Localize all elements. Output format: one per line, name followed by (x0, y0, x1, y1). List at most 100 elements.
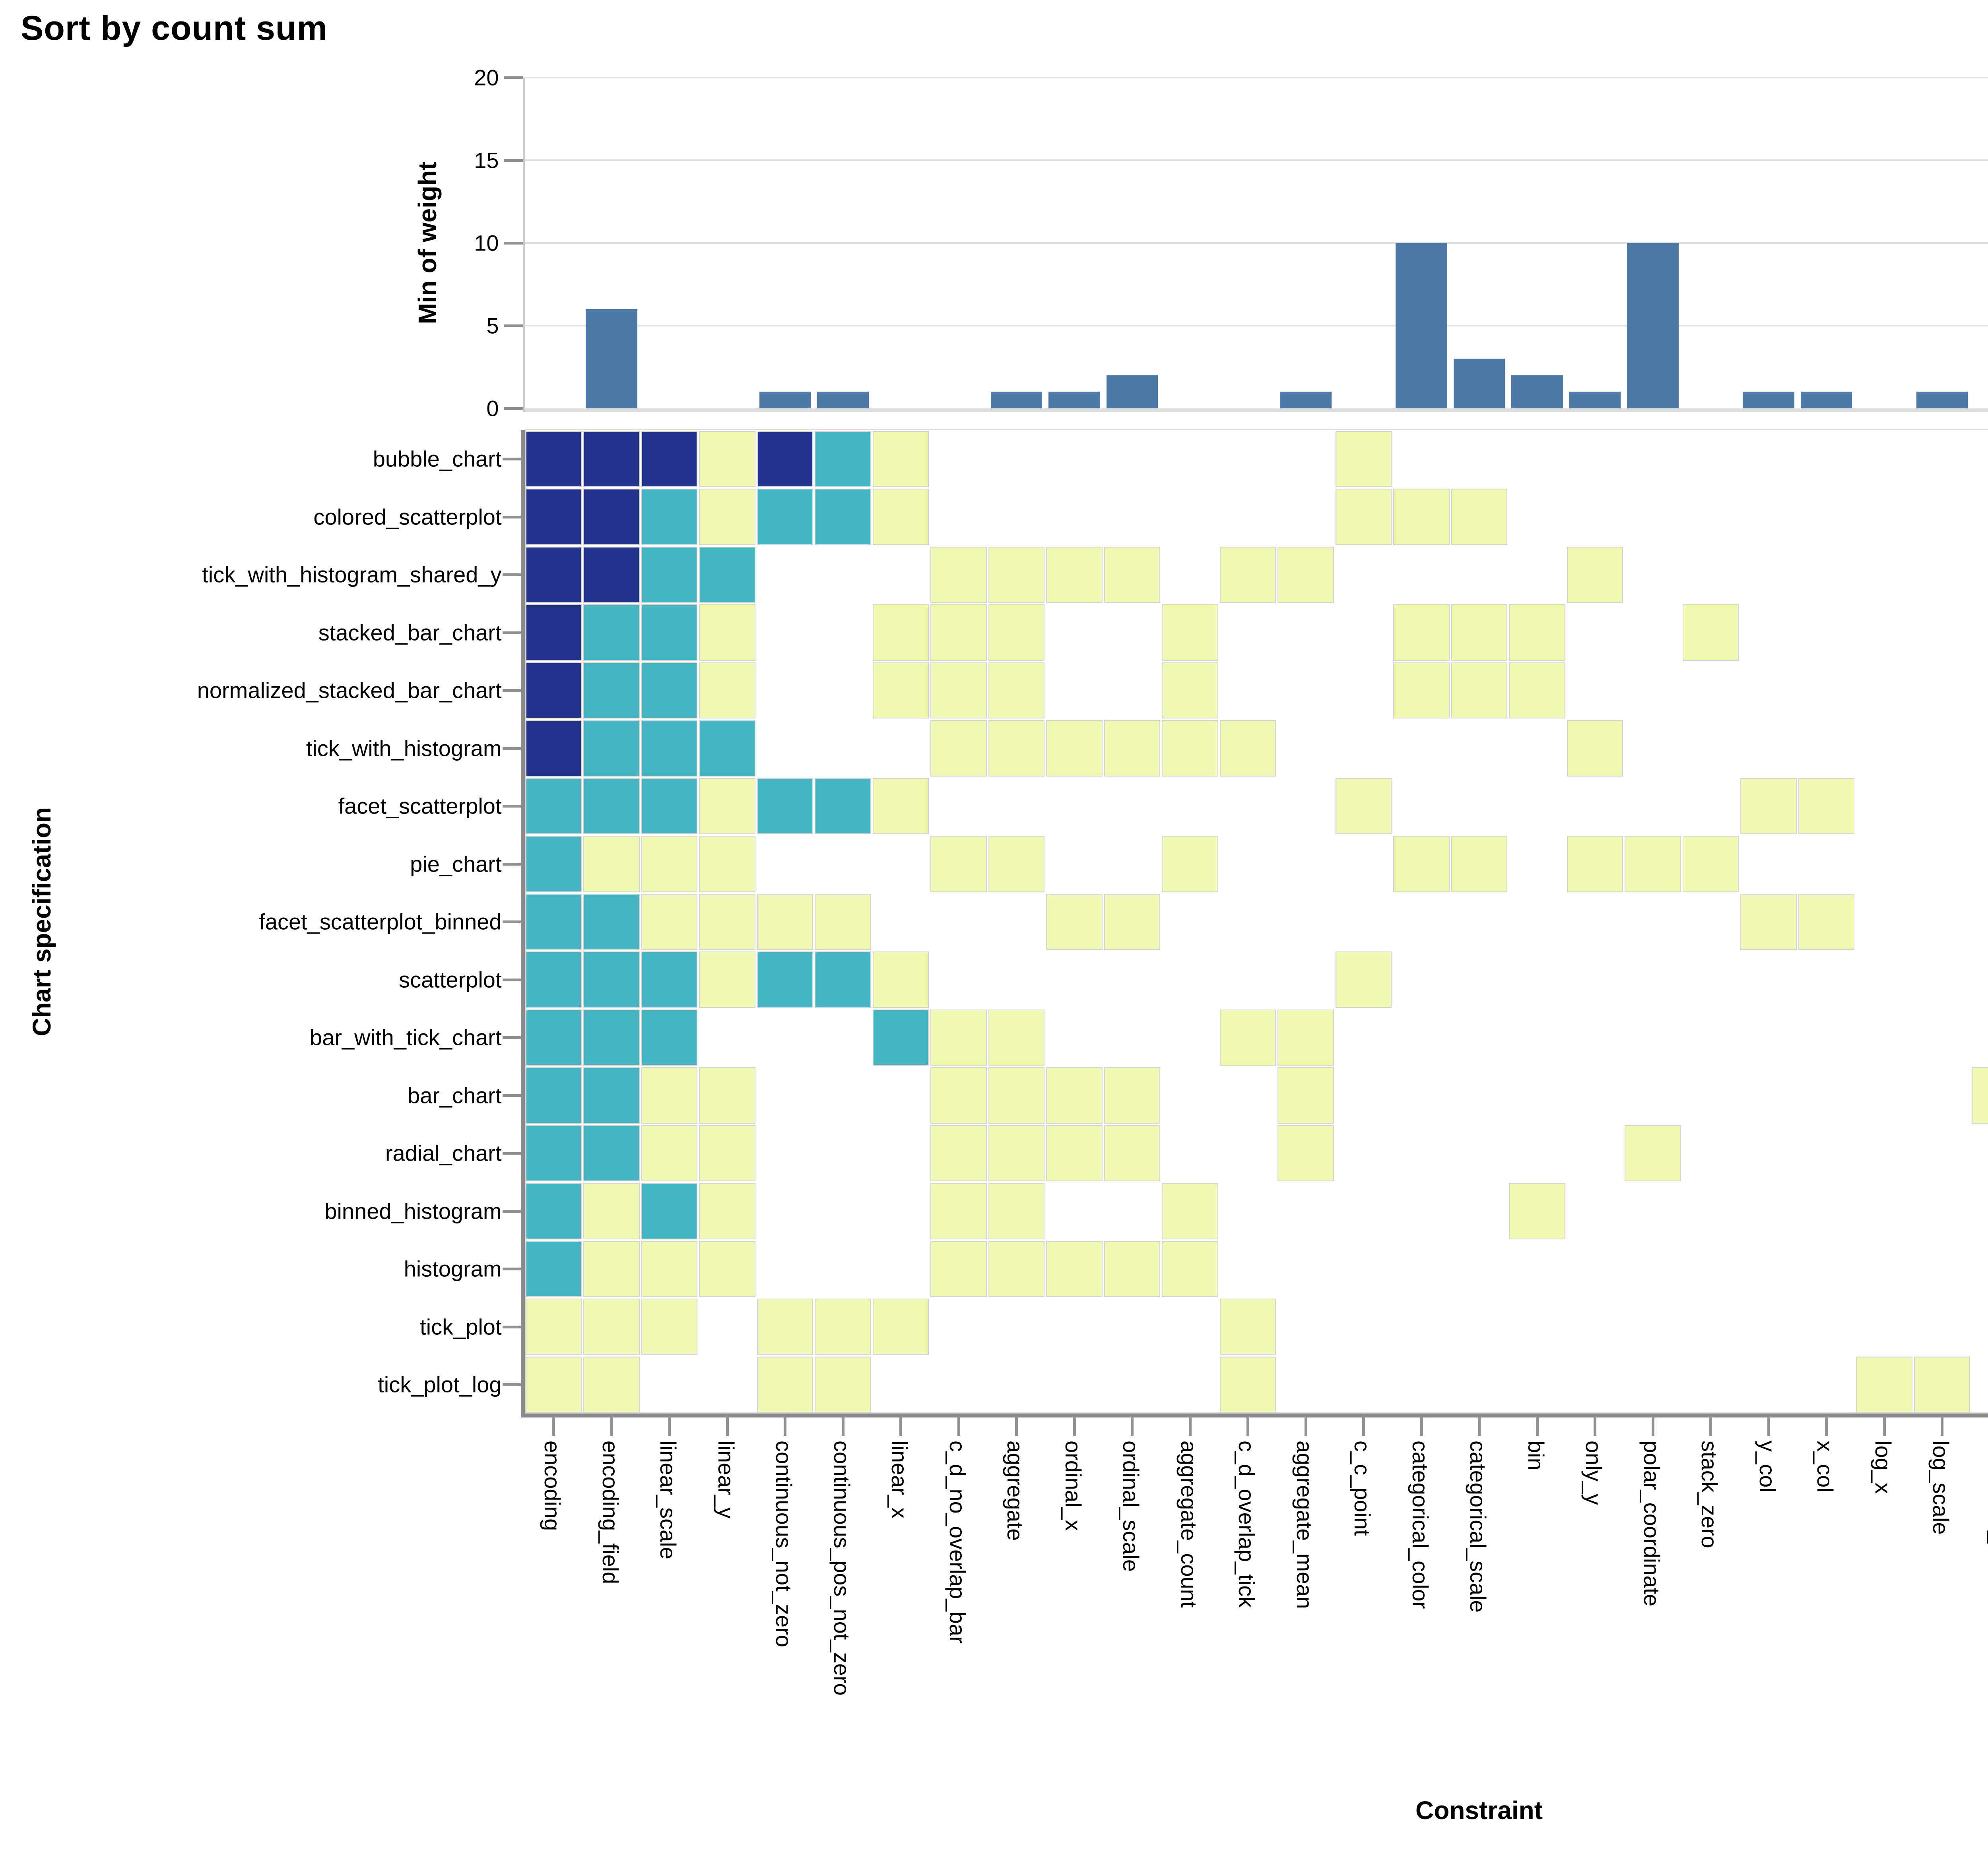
heatmap-cell (872, 778, 929, 834)
heatmap-cell (872, 1009, 929, 1066)
heatmap-cell (872, 951, 929, 1008)
heatmap-cell (1162, 1183, 1218, 1239)
heatmap-cell (699, 1183, 755, 1239)
col-label: x_col (1813, 1441, 1838, 1493)
heatmap-col-tick (1073, 1417, 1076, 1436)
heatmap-row-tick (502, 1210, 521, 1213)
heatmap-cell (583, 720, 640, 777)
heatmap-col-tick (957, 1417, 960, 1436)
heatmap-cell (930, 1009, 987, 1066)
heatmap-cell (525, 1125, 582, 1181)
heatmap-cell (1451, 489, 1507, 545)
heatmap-cell (930, 1183, 987, 1239)
bar (817, 392, 869, 408)
heatmap-cell (525, 1183, 582, 1239)
bar (759, 392, 811, 408)
col-label: stack_zero (1697, 1441, 1722, 1548)
heatmap-cell (641, 1241, 697, 1297)
heatmap-cell (583, 489, 640, 545)
heatmap-cell (1162, 1241, 1218, 1297)
heatmap-cell (525, 951, 582, 1008)
heatmap-cell (583, 1009, 640, 1066)
heatmap-cell (872, 604, 929, 661)
bar-y-tick (504, 407, 523, 410)
col-label: log_x (1870, 1441, 1896, 1494)
heatmap-cell (525, 1009, 582, 1066)
heatmap-cell (1219, 720, 1276, 777)
heatmap-cell (1104, 720, 1160, 777)
heatmap-cell (525, 431, 582, 487)
heatmap-cell (1335, 489, 1392, 545)
bar-y-tick (504, 324, 523, 327)
heatmap-col-tick (668, 1417, 671, 1436)
heatmap-cell (699, 951, 755, 1008)
heatmap-border (524, 429, 1988, 1414)
heatmap-cell (525, 1299, 582, 1355)
bar-y-axis-line (522, 78, 525, 412)
heatmap-cell (583, 1356, 640, 1413)
heatmap-cell (1451, 604, 1507, 661)
heatmap-cell (525, 778, 582, 834)
heatmap-cell (1914, 1356, 1970, 1413)
col-label: cartesian_coordinate (1986, 1441, 1988, 1647)
bar-gridline (524, 159, 1988, 161)
heatmap-cell (1277, 1125, 1334, 1181)
heatmap-cell (583, 778, 640, 834)
heatmap-cell (872, 1299, 929, 1355)
bar-y-tick (504, 159, 523, 162)
heatmap-col-tick (899, 1417, 903, 1436)
heatmap-col-tick (1883, 1417, 1886, 1436)
heatmap-col-tick (1420, 1417, 1423, 1436)
heatmap-cell (1798, 778, 1854, 834)
heatmap-cell (583, 893, 640, 950)
heatmap-cell (872, 431, 929, 487)
heatmap-cell (1509, 662, 1565, 718)
col-label: encoding (540, 1441, 565, 1531)
heatmap-cell (815, 951, 871, 1008)
heatmap-row-tick (502, 1094, 521, 1097)
heatmap-cell (1856, 1356, 1912, 1413)
heatmap-cell (930, 720, 987, 777)
heatmap-col-tick (1188, 1417, 1192, 1436)
heatmap-cell (1682, 604, 1739, 661)
heatmap-row-tick (502, 689, 521, 692)
bar (1511, 375, 1563, 408)
row-label: tick_with_histogram (306, 736, 502, 761)
heatmap-cell (525, 1356, 582, 1413)
heatmap-col-tick (1304, 1417, 1307, 1436)
heatmap-cell (1277, 1067, 1334, 1124)
heatmap-cell (525, 604, 582, 661)
heatmap-cell (1625, 836, 1681, 892)
heatmap-cell (1335, 951, 1392, 1008)
heatmap-cell (757, 951, 813, 1008)
col-label: c_d_overlap_tick (1234, 1441, 1260, 1608)
heatmap-cell (641, 431, 697, 487)
heatmap-cell (930, 836, 987, 892)
heatmap-cell (525, 489, 582, 545)
heatmap-cell (815, 1299, 871, 1355)
heatmap-col-tick (1767, 1417, 1770, 1436)
heatmap-cell (1567, 720, 1623, 777)
heatmap-cell (1046, 893, 1103, 950)
heatmap-row-tick (502, 1268, 521, 1271)
heatmap-cell (525, 1067, 582, 1124)
heatmap-col-tick (610, 1417, 613, 1436)
heatmap-cell (988, 1241, 1044, 1297)
heatmap-cell (1046, 720, 1103, 777)
heatmap-cell (930, 662, 987, 718)
bar-y-tick-label: 20 (474, 65, 499, 90)
col-label: aggregate_count (1176, 1441, 1202, 1608)
row-label: bar_with_tick_chart (310, 1025, 502, 1050)
heatmap-cell (930, 546, 987, 603)
heatmap-row-tick (502, 805, 521, 808)
heatmap-cell (815, 431, 871, 487)
heatmap-col-tick (1709, 1417, 1712, 1436)
row-label: scatterplot (399, 967, 502, 992)
heatmap-cell (699, 893, 755, 950)
heatmap-x-axis-line (520, 1414, 1988, 1417)
heatmap-row-tick (502, 458, 521, 461)
heatmap-cell (641, 893, 697, 950)
col-label: log_scale (1928, 1441, 1954, 1535)
bar-y-tick-label: 15 (474, 148, 499, 173)
col-label: aggregate (1003, 1441, 1028, 1541)
